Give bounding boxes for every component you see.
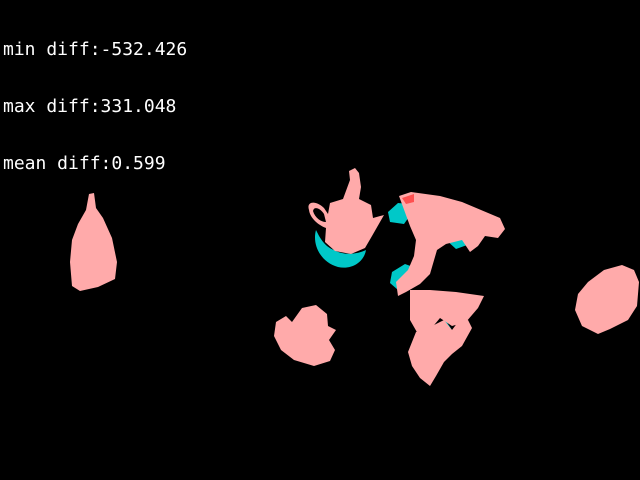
positive-diff-regions	[70, 168, 639, 386]
max-diff-label: max diff:331.048	[3, 96, 177, 117]
positive-diff-region	[410, 290, 484, 334]
positive-diff-region	[408, 320, 472, 386]
diff-stats-overlay: min diff:-532.426 max diff:331.048 mean …	[3, 2, 187, 211]
positive-diff-region	[274, 305, 336, 366]
mean-diff-label: mean diff:0.599	[3, 153, 166, 174]
positive-diff-region	[575, 265, 639, 334]
negative-diff-region	[314, 230, 366, 268]
positive-diff-region	[396, 192, 505, 296]
positive-diff-region	[402, 194, 414, 204]
min-diff-label: min diff:-532.426	[3, 39, 188, 60]
positive-diff-region	[308, 168, 384, 254]
positive-diff-region	[70, 193, 117, 291]
